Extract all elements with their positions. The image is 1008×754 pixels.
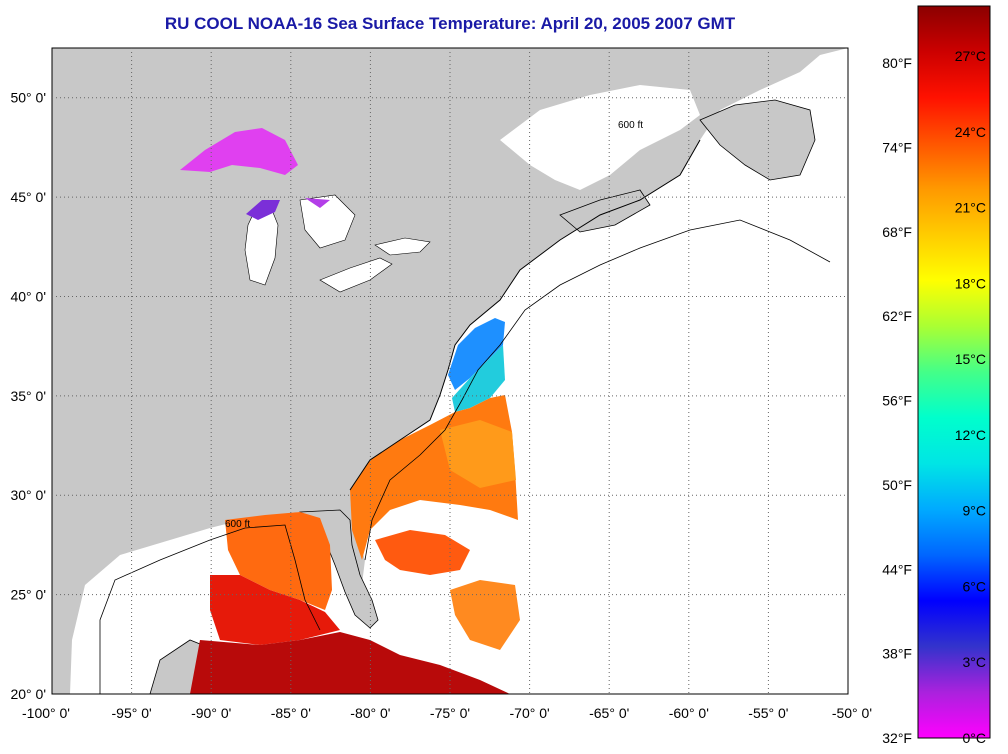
fahrenheit-tick-label: 44°F bbox=[882, 561, 912, 577]
fahrenheit-labels: 80°F 74°F 68°F 62°F 56°F 50°F 44°F 38°F 32°F bbox=[882, 55, 912, 746]
lake-huron bbox=[299, 194, 356, 249]
sst-caribbean-darkred bbox=[190, 632, 510, 694]
fahrenheit-tick-label: 68°F bbox=[882, 224, 912, 240]
fahrenheit-tick-label: 74°F bbox=[882, 139, 912, 155]
latitude-tick-label: 40° 0' bbox=[10, 288, 46, 304]
longitude-tick-label: -65° 0' bbox=[589, 705, 629, 721]
celsius-labels: 27°C 24°C 21°C 18°C 15°C 12°C 9°C 6°C 3°C 0°C bbox=[955, 48, 986, 746]
longitude-tick-label: -60° 0' bbox=[669, 705, 709, 721]
temperature-colorbar bbox=[917, 5, 991, 739]
sst-bahamas bbox=[375, 530, 470, 575]
fahrenheit-tick-label: 80°F bbox=[882, 55, 912, 71]
sst-east-warm bbox=[450, 580, 520, 650]
latitude-tick-label: 45° 0' bbox=[10, 189, 46, 205]
lake-michigan-sst bbox=[246, 200, 280, 220]
fahrenheit-tick-label: 50°F bbox=[882, 477, 912, 493]
longitude-tick-label: -95° 0' bbox=[112, 705, 152, 721]
sst-gulf-red bbox=[210, 575, 340, 645]
longitude-tick-label: -50° 0' bbox=[832, 705, 872, 721]
sst-gulf-warm bbox=[225, 512, 332, 610]
graticule bbox=[52, 48, 848, 694]
gulf-st-lawrence bbox=[500, 85, 700, 190]
fahrenheit-tick-label: 32°F bbox=[882, 730, 912, 746]
latitude-labels: 20° 0' 25° 0' 30° 0' 35° 0' 40° 0' 45° 0' 50° … bbox=[10, 90, 46, 702]
isobath-600ft bbox=[364, 219, 831, 561]
longitude-labels: -100° 0' -95° 0' -90° 0' -85° 0' -80° 0' -75°… bbox=[22, 705, 872, 721]
sst-shelf-cold bbox=[448, 318, 505, 390]
longitude-tick-label: -80° 0' bbox=[350, 705, 390, 721]
celsius-tick-label: 3°C bbox=[963, 654, 987, 670]
sst-slope-cyan bbox=[452, 345, 505, 412]
nova-scotia-land bbox=[559, 189, 651, 233]
map-title: RU COOL NOAA-16 Sea Surface Temperature:… bbox=[164, 14, 736, 33]
longitude-tick-label: -75° 0' bbox=[430, 705, 470, 721]
lake-ontario bbox=[374, 237, 431, 256]
celsius-tick-label: 9°C bbox=[963, 503, 987, 519]
latitude-tick-label: 35° 0' bbox=[10, 388, 46, 404]
celsius-tick-label: 27°C bbox=[955, 48, 986, 64]
isobath-label: 600 ft bbox=[618, 120, 643, 131]
celsius-tick-label: 21°C bbox=[955, 200, 986, 216]
latitude-tick-label: 20° 0' bbox=[10, 686, 46, 702]
celsius-tick-label: 24°C bbox=[955, 124, 986, 140]
latitude-tick-label: 30° 0' bbox=[10, 487, 46, 503]
longitude-tick-label: -85° 0' bbox=[271, 705, 311, 721]
longitude-tick-label: -70° 0' bbox=[510, 705, 550, 721]
newfoundland-land bbox=[699, 99, 816, 181]
lake-superior bbox=[180, 128, 298, 175]
celsius-tick-label: 18°C bbox=[955, 275, 986, 291]
longitude-tick-label: -90° 0' bbox=[191, 705, 231, 721]
atlantic-ocean bbox=[340, 48, 848, 694]
fahrenheit-tick-label: 56°F bbox=[882, 393, 912, 409]
latitude-tick-label: 25° 0' bbox=[10, 587, 46, 603]
isobath-600ft-gulf bbox=[99, 524, 321, 694]
lake-huron-sst bbox=[305, 198, 330, 208]
latitude-tick-label: 50° 0' bbox=[10, 90, 46, 106]
isobath-label: 600 ft bbox=[225, 519, 250, 530]
longitude-tick-label: -55° 0' bbox=[748, 705, 788, 721]
celsius-tick-label: 12°C bbox=[955, 427, 986, 443]
sst-sargasso-orange bbox=[440, 420, 516, 488]
lake-erie bbox=[319, 257, 393, 293]
fahrenheit-tick-label: 62°F bbox=[882, 308, 912, 324]
longitude-tick-label: -100° 0' bbox=[22, 705, 70, 721]
celsius-tick-label: 15°C bbox=[955, 351, 986, 367]
east-coastline bbox=[349, 139, 701, 491]
fahrenheit-tick-label: 38°F bbox=[882, 646, 912, 662]
celsius-tick-label: 0°C bbox=[963, 730, 987, 746]
celsius-tick-label: 6°C bbox=[963, 578, 987, 594]
